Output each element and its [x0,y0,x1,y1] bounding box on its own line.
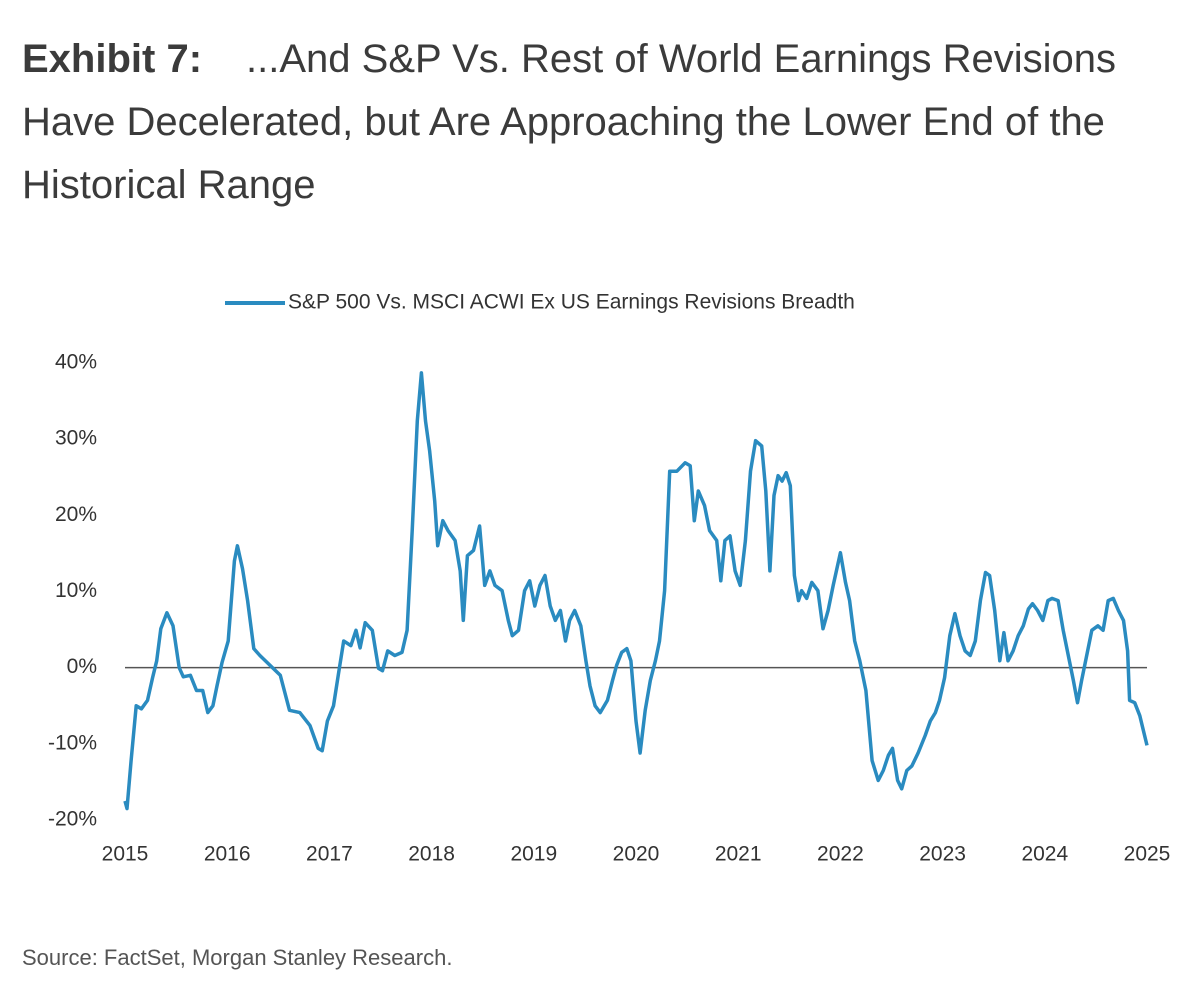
y-tick-label: 0% [67,655,97,678]
x-tick-label: 2024 [1021,843,1068,866]
x-tick-label: 2019 [510,843,557,866]
y-tick-label: -10% [48,731,97,754]
x-tick-label: 2015 [102,843,149,866]
source-note: Source: FactSet, Morgan Stanley Research… [22,945,453,970]
series-line [123,371,1149,811]
chart-title: Exhibit 7: ...And S&P Vs. Rest of World E… [22,28,1172,217]
x-tick-label: 2025 [1124,843,1171,866]
x-tick-label: 2021 [715,843,762,866]
y-tick-label: 40% [55,351,97,374]
x-tick-label: 2022 [817,843,864,866]
x-tick-label: 2018 [408,843,455,866]
y-tick-label: 30% [55,427,97,450]
x-tick-label: 2017 [306,843,353,866]
x-tick-label: 2020 [613,843,660,866]
y-tick-label: 10% [55,579,97,602]
title-text: ...And S&P Vs. Rest of World Earnings Re… [22,37,1117,207]
title-lead: Exhibit 7: [22,37,203,81]
chart: -20% -10% 0% 10% 20% 30% 40% 2015 2016 2017 2018 20… [48,291,1171,866]
y-tick-label: 20% [55,503,97,526]
y-tick-label: -20% [48,808,97,831]
legend-label: S&P 500 Vs. MSCI ACWI Ex US Earnings Rev… [288,291,855,314]
x-tick-label: 2023 [919,843,966,866]
x-tick-label: 2016 [204,843,251,866]
